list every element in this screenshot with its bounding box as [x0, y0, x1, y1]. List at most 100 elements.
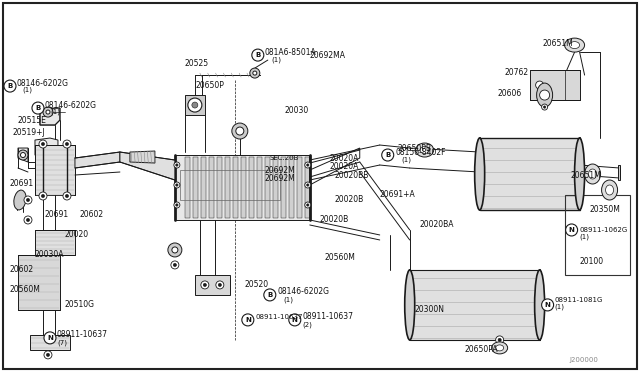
- Circle shape: [307, 204, 309, 206]
- Text: B: B: [385, 152, 390, 158]
- Text: (1): (1): [22, 87, 32, 93]
- Ellipse shape: [495, 345, 504, 351]
- Ellipse shape: [575, 138, 584, 210]
- Circle shape: [168, 243, 182, 257]
- Text: 20020B: 20020B: [320, 215, 349, 224]
- Text: 20602: 20602: [80, 211, 104, 219]
- Text: 08911-1062G: 08911-1062G: [580, 227, 628, 233]
- Circle shape: [192, 102, 198, 108]
- Text: 20030A: 20030A: [35, 250, 65, 259]
- Circle shape: [253, 71, 257, 75]
- Circle shape: [305, 162, 311, 168]
- Ellipse shape: [564, 38, 584, 52]
- Circle shape: [307, 184, 309, 186]
- Text: 20692MA: 20692MA: [310, 51, 346, 60]
- Circle shape: [242, 314, 254, 326]
- Circle shape: [175, 164, 178, 166]
- Ellipse shape: [404, 270, 415, 340]
- Circle shape: [43, 107, 53, 117]
- Bar: [185, 95, 205, 115]
- Circle shape: [204, 283, 207, 286]
- Circle shape: [536, 81, 543, 89]
- Text: N: N: [292, 317, 298, 323]
- Circle shape: [42, 195, 45, 198]
- Ellipse shape: [14, 190, 26, 210]
- Text: 20525: 20525: [185, 58, 209, 68]
- Circle shape: [232, 123, 248, 139]
- Text: 20762: 20762: [505, 68, 529, 77]
- Circle shape: [289, 314, 301, 326]
- Text: B: B: [35, 105, 40, 111]
- Circle shape: [250, 68, 260, 78]
- Text: (1): (1): [284, 296, 294, 303]
- Polygon shape: [35, 230, 75, 255]
- Text: 20300N: 20300N: [415, 305, 445, 314]
- Text: 08911-10637: 08911-10637: [303, 312, 354, 321]
- Text: B: B: [255, 52, 260, 58]
- Text: B: B: [8, 83, 13, 89]
- Text: N: N: [245, 317, 251, 323]
- Polygon shape: [30, 335, 70, 350]
- Circle shape: [173, 263, 177, 267]
- Text: (1): (1): [580, 234, 589, 240]
- Polygon shape: [530, 70, 580, 100]
- Circle shape: [566, 224, 577, 236]
- Circle shape: [175, 204, 178, 206]
- Polygon shape: [35, 145, 75, 195]
- Text: 20520: 20520: [245, 280, 269, 289]
- Bar: [289, 157, 294, 218]
- Circle shape: [201, 281, 209, 289]
- Circle shape: [495, 336, 504, 344]
- Circle shape: [39, 140, 47, 148]
- Text: (7): (7): [57, 340, 67, 346]
- Circle shape: [216, 281, 224, 289]
- Circle shape: [218, 283, 221, 286]
- Circle shape: [65, 195, 68, 198]
- Circle shape: [236, 127, 244, 135]
- Text: 20650PA: 20650PA: [465, 345, 499, 355]
- Circle shape: [541, 299, 554, 311]
- Bar: [305, 157, 310, 218]
- Text: 20651M: 20651M: [571, 170, 602, 180]
- Ellipse shape: [589, 169, 596, 179]
- Polygon shape: [130, 151, 155, 163]
- Circle shape: [63, 192, 71, 200]
- Text: N: N: [47, 335, 53, 341]
- Circle shape: [498, 338, 501, 341]
- Text: 20606: 20606: [498, 89, 522, 97]
- Circle shape: [44, 332, 56, 344]
- Bar: [209, 157, 214, 218]
- Bar: [257, 157, 262, 218]
- Circle shape: [46, 110, 50, 114]
- Ellipse shape: [492, 342, 508, 354]
- Text: 20350M: 20350M: [589, 205, 620, 215]
- Bar: [233, 157, 238, 218]
- Text: J200000: J200000: [570, 357, 598, 363]
- Ellipse shape: [475, 138, 484, 210]
- Circle shape: [4, 80, 16, 92]
- Text: 20691: 20691: [10, 179, 34, 187]
- Circle shape: [305, 202, 311, 208]
- Bar: [217, 157, 222, 218]
- Text: 20030: 20030: [285, 106, 309, 115]
- Polygon shape: [479, 138, 580, 210]
- Bar: [193, 157, 198, 218]
- Circle shape: [26, 218, 29, 222]
- Ellipse shape: [416, 143, 434, 157]
- Bar: [225, 157, 230, 218]
- Polygon shape: [18, 255, 60, 310]
- Text: 20560M: 20560M: [324, 253, 356, 263]
- Circle shape: [26, 198, 29, 202]
- Text: 20650P: 20650P: [196, 81, 225, 90]
- Bar: [201, 157, 206, 218]
- Ellipse shape: [584, 164, 600, 184]
- Circle shape: [39, 192, 47, 200]
- Text: 08156-8402F: 08156-8402F: [396, 148, 446, 157]
- Circle shape: [307, 164, 309, 166]
- Circle shape: [541, 104, 548, 110]
- Text: 20691: 20691: [45, 211, 69, 219]
- Circle shape: [44, 351, 52, 359]
- Bar: [564, 195, 630, 275]
- Circle shape: [42, 142, 45, 145]
- Circle shape: [65, 142, 68, 145]
